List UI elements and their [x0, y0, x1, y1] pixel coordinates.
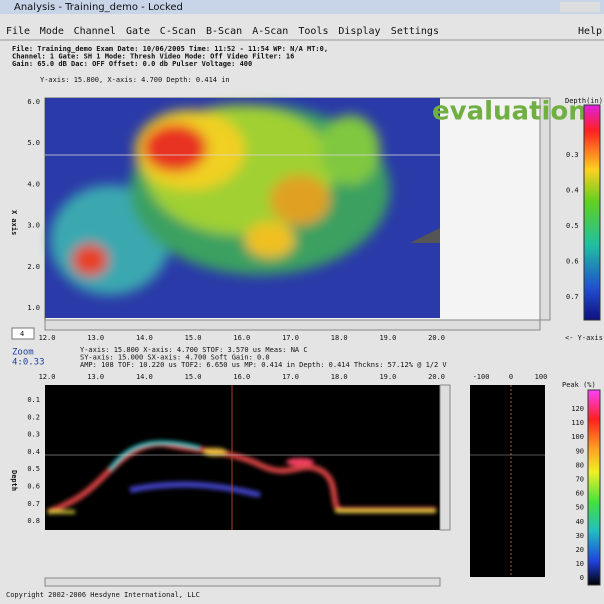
cursor-info: Y-axis: 15.800, X-axis: 4.700 Depth: 0.4… — [40, 76, 230, 84]
menu-item[interactable]: Mode — [40, 26, 64, 37]
peak-tick: 110 — [571, 419, 584, 427]
x-tick-label: 17.0 — [282, 334, 299, 342]
window-buttons[interactable] — [560, 2, 600, 12]
window-title: Analysis - Training_demo - Locked — [14, 2, 183, 13]
zoom-value: 4:0.33 — [12, 358, 45, 368]
y-tick-label: 0.6 — [27, 483, 40, 491]
y-tick-label: 0.3 — [27, 431, 40, 439]
bscan-info: Y-axis: 15.800 X-axis: 4.700 STOF: 3.570… — [80, 346, 308, 354]
y-tick-label: 0.1 — [27, 396, 40, 404]
y-tick-label: 0.4 — [27, 448, 40, 456]
depth-colorbar — [583, 104, 601, 321]
info-line: Channel: 1 Gate: SH 1 Mode: Thresh Video… — [12, 53, 294, 61]
peak-colorbar — [587, 389, 601, 586]
zoom-label: Zoom — [12, 348, 34, 358]
x-tick-label: 17.0 — [282, 373, 299, 381]
overlay-text: evaluation — [432, 97, 587, 127]
peak-tick: 50 — [576, 504, 584, 512]
menu-item[interactable]: Display — [338, 26, 380, 37]
bscan-echo — [46, 440, 436, 515]
bscan-ylabel: Depth — [10, 470, 18, 491]
peak-title: Peak (%) — [562, 381, 596, 389]
menu-item[interactable]: Gate — [126, 26, 150, 37]
y-tick-label: 0.7 — [27, 500, 40, 508]
bscan-info: AMP: 108 TOF: 10.220 us TOF2: 6.650 us M… — [80, 361, 447, 369]
footer: Copyright 2002-2006 Hesdyne Internationa… — [6, 591, 200, 599]
x-tick-label: 16.0 — [233, 334, 250, 342]
zoom-box[interactable] — [11, 327, 35, 340]
v-scrollbar[interactable] — [539, 97, 551, 321]
peak-tick: 100 — [571, 433, 584, 441]
x-tick-label: 13.0 — [87, 334, 104, 342]
colorbar-title: Depth(in) — [565, 97, 603, 105]
peak-tick: 120 — [571, 405, 584, 413]
x-tick-label: 14.0 — [136, 334, 153, 342]
x-tick-label: 0 — [509, 373, 513, 381]
x-tick-label: 16.0 — [233, 373, 250, 381]
x-tick-label: 15.0 — [185, 334, 202, 342]
menu-item[interactable]: Channel — [74, 26, 116, 37]
menu-item[interactable]: C-Scan — [160, 26, 196, 37]
y-tick-label: 0.8 — [27, 517, 40, 525]
peak-tick: 40 — [576, 518, 584, 526]
x-tick-label: 13.0 — [87, 373, 104, 381]
ascan — [470, 385, 545, 577]
info-line: File: Training_demo Exam Date: 10/06/200… — [12, 45, 328, 53]
h-scrollbar[interactable] — [44, 319, 541, 331]
colorbar-tick: 0.5 — [566, 222, 579, 230]
x-tick-label: 18.0 — [331, 373, 348, 381]
y-tick-label: 0.5 — [27, 465, 40, 473]
peak-tick: 30 — [576, 532, 584, 540]
colorbar-tick: 0.3 — [566, 151, 579, 159]
zoom-level: 4 — [20, 330, 24, 338]
x-tick-label: 100 — [535, 373, 548, 381]
x-tick-label: 19.0 — [379, 373, 396, 381]
menu-item[interactable]: File — [6, 26, 30, 37]
title-bar — [0, 0, 604, 14]
y-tick-label: 0.2 — [27, 413, 40, 421]
y-tick-label: 3.0 — [27, 222, 40, 230]
menu-item[interactable]: Settings — [391, 26, 439, 37]
x-tick-label: 12.0 — [39, 334, 56, 342]
peak-tick: 10 — [576, 560, 584, 568]
b-vscroll[interactable] — [439, 384, 451, 531]
colorbar-tick: 0.7 — [566, 293, 579, 301]
bscan-info: SY-axis: 15.000 SX-axis: 4.700 Soft Gain… — [80, 354, 270, 362]
x-tick-label: 20.0 — [428, 334, 445, 342]
x-tick-label: 15.0 — [185, 373, 202, 381]
info-line: Gain: 65.0 dB Dac: OFF Offset: 0.0 db Pu… — [12, 60, 252, 68]
menu-item[interactable]: B-Scan — [206, 26, 242, 37]
y-tick-label: 2.0 — [27, 263, 40, 271]
y-tick-label: 4.0 — [27, 180, 40, 188]
x-tick-label: 20.0 — [428, 373, 445, 381]
cscan-ylabel: X axis — [10, 210, 18, 235]
peak-tick: 70 — [576, 476, 584, 484]
y-tick-label: 5.0 — [27, 139, 40, 147]
peak-tick: 0 — [580, 574, 584, 582]
cscan-heatmap — [45, 98, 440, 318]
x-tick-label: -100 — [473, 373, 490, 381]
peak-tick: 60 — [576, 490, 584, 498]
colorbar-tick: 0.6 — [566, 258, 579, 266]
peak-tick: 80 — [576, 461, 584, 469]
x-tick-label: 14.0 — [136, 373, 153, 381]
menu-help[interactable]: Help — [578, 26, 602, 37]
peak-tick: 90 — [576, 447, 584, 455]
peak-tick: 20 — [576, 546, 584, 554]
menu-item[interactable]: Tools — [298, 26, 328, 37]
y-tick-label: 1.0 — [27, 304, 40, 312]
y-tick-label: 6.0 — [27, 98, 40, 106]
menu-item[interactable]: A-Scan — [252, 26, 288, 37]
colorbar-foot: <- Y-axis — [565, 334, 603, 342]
x-tick-label: 18.0 — [331, 334, 348, 342]
b-hscroll[interactable] — [44, 577, 441, 587]
x-tick-label: 19.0 — [379, 334, 396, 342]
colorbar-tick: 0.4 — [566, 187, 579, 195]
x-tick-label: 12.0 — [39, 373, 56, 381]
